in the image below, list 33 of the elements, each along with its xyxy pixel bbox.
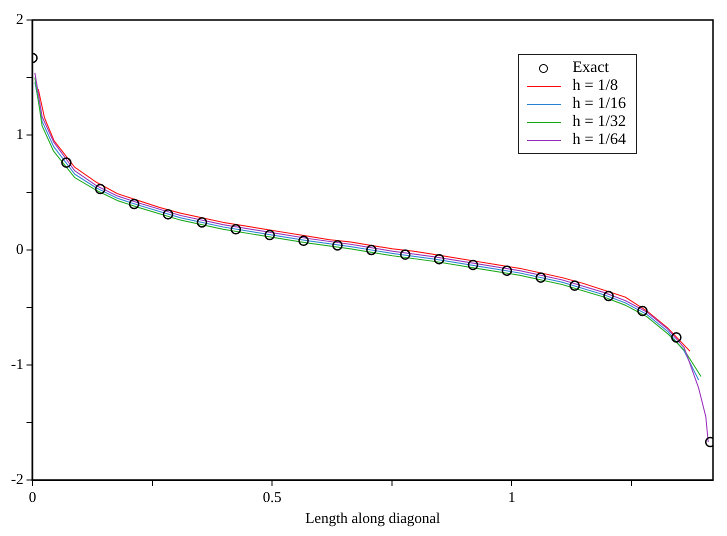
y-tick-label: -1	[10, 356, 24, 373]
point	[332, 240, 343, 251]
x-axis-title: Length along diagonal	[305, 510, 440, 527]
point	[230, 224, 242, 235]
legend-label: h = 1/8	[572, 77, 618, 95]
legend-label: h = 1/64	[572, 131, 626, 149]
point	[434, 254, 444, 264]
legend-label: h = 1/16	[572, 95, 626, 113]
point	[162, 209, 174, 220]
point	[569, 280, 580, 291]
legend-label: Exact	[572, 59, 609, 77]
legend-label: h = 1/32	[572, 113, 626, 131]
point	[671, 332, 682, 343]
x-tick-label: 0.5	[262, 490, 282, 506]
point	[468, 260, 478, 270]
x-tick-label: 1	[508, 490, 516, 506]
y-tick-label: 0	[16, 242, 24, 258]
y-tick-label: 2	[16, 12, 24, 28]
point	[637, 306, 648, 316]
point	[264, 230, 275, 240]
point	[536, 272, 546, 283]
x-tick-label: 0	[28, 490, 36, 506]
point	[196, 217, 208, 228]
point	[61, 157, 72, 168]
point	[128, 198, 140, 210]
y-tick-label: 1	[16, 126, 24, 143]
point	[366, 244, 377, 256]
y-tick-label: -2	[10, 472, 24, 488]
point	[95, 184, 106, 194]
point	[603, 290, 614, 302]
point	[298, 236, 309, 246]
point	[400, 249, 410, 260]
point	[502, 265, 512, 276]
